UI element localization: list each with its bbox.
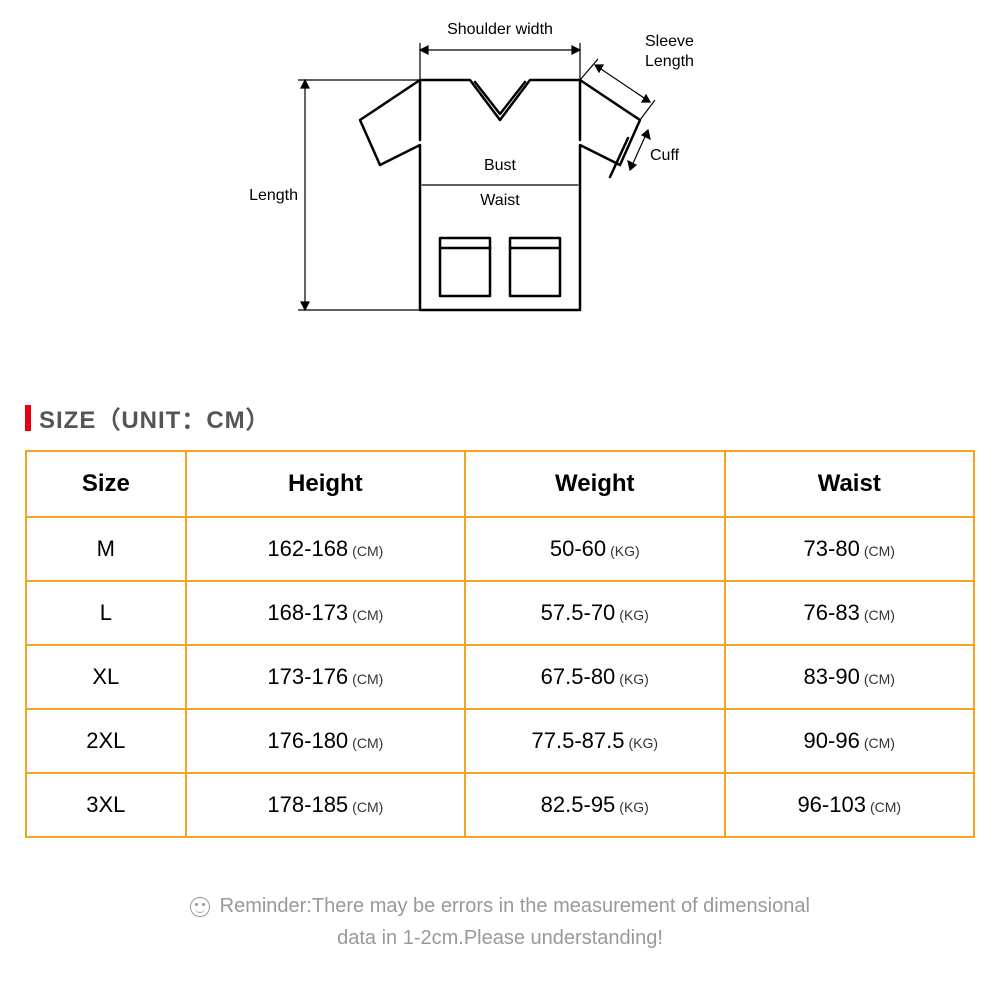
cell-waist: 76-83(CM) <box>725 581 975 645</box>
table-row: 2XL176-180(CM)77.5-87.5(KG)90-96(CM) <box>26 709 974 773</box>
label-waist: Waist <box>480 192 520 209</box>
cell-size: XL <box>26 645 186 709</box>
cell-waist: 96-103(CM) <box>725 773 975 837</box>
garment-diagram: Shoulder width Sleeve Length Cuff Bust W… <box>250 10 750 360</box>
reminder-text: Reminder:There may be errors in the meas… <box>0 890 1000 954</box>
cell-size: M <box>26 517 186 581</box>
label-top-length: top Length <box>250 187 298 204</box>
cell-weight: 82.5-95(KG) <box>465 773 724 837</box>
cell-size: 2XL <box>26 709 186 773</box>
size-table: Size Height Weight Waist M162-168(CM)50-… <box>25 450 975 838</box>
cell-waist: 90-96(CM) <box>725 709 975 773</box>
reminder-line2: data in 1-2cm.Please understanding! <box>337 927 663 949</box>
label-sleeve2: Length <box>645 53 694 70</box>
cell-height: 176-180(CM) <box>186 709 465 773</box>
cell-size: 3XL <box>26 773 186 837</box>
th-waist: Waist <box>725 451 975 517</box>
cell-waist: 73-80(CM) <box>725 517 975 581</box>
cell-weight: 67.5-80(KG) <box>465 645 724 709</box>
smiley-icon <box>190 897 210 917</box>
label-sleeve: Sleeve <box>645 33 694 50</box>
table-row: M162-168(CM)50-60(KG)73-80(CM) <box>26 517 974 581</box>
label-cuff: Cuff <box>650 147 680 164</box>
th-height: Height <box>186 451 465 517</box>
heading-accent-bar <box>25 405 31 431</box>
table-header-row: Size Height Weight Waist <box>26 451 974 517</box>
heading-text: SIZE（UNIT：CM） <box>39 400 271 435</box>
cell-waist: 83-90(CM) <box>725 645 975 709</box>
table-row: L168-173(CM)57.5-70(KG)76-83(CM) <box>26 581 974 645</box>
reminder-line1: Reminder:There may be errors in the meas… <box>220 895 810 917</box>
th-weight: Weight <box>465 451 724 517</box>
cell-height: 173-176(CM) <box>186 645 465 709</box>
cell-height: 168-173(CM) <box>186 581 465 645</box>
table-row: 3XL178-185(CM)82.5-95(KG)96-103(CM) <box>26 773 974 837</box>
cell-size: L <box>26 581 186 645</box>
cell-height: 178-185(CM) <box>186 773 465 837</box>
cell-weight: 57.5-70(KG) <box>465 581 724 645</box>
label-bust: Bust <box>484 157 517 174</box>
cell-weight: 77.5-87.5(KG) <box>465 709 724 773</box>
garment-svg: Shoulder width Sleeve Length Cuff Bust W… <box>250 10 750 360</box>
cell-weight: 50-60(KG) <box>465 517 724 581</box>
cell-height: 162-168(CM) <box>186 517 465 581</box>
size-heading: SIZE（UNIT：CM） <box>25 400 271 435</box>
table-row: XL173-176(CM)67.5-80(KG)83-90(CM) <box>26 645 974 709</box>
th-size: Size <box>26 451 186 517</box>
label-shoulder-width: Shoulder width <box>447 21 553 38</box>
